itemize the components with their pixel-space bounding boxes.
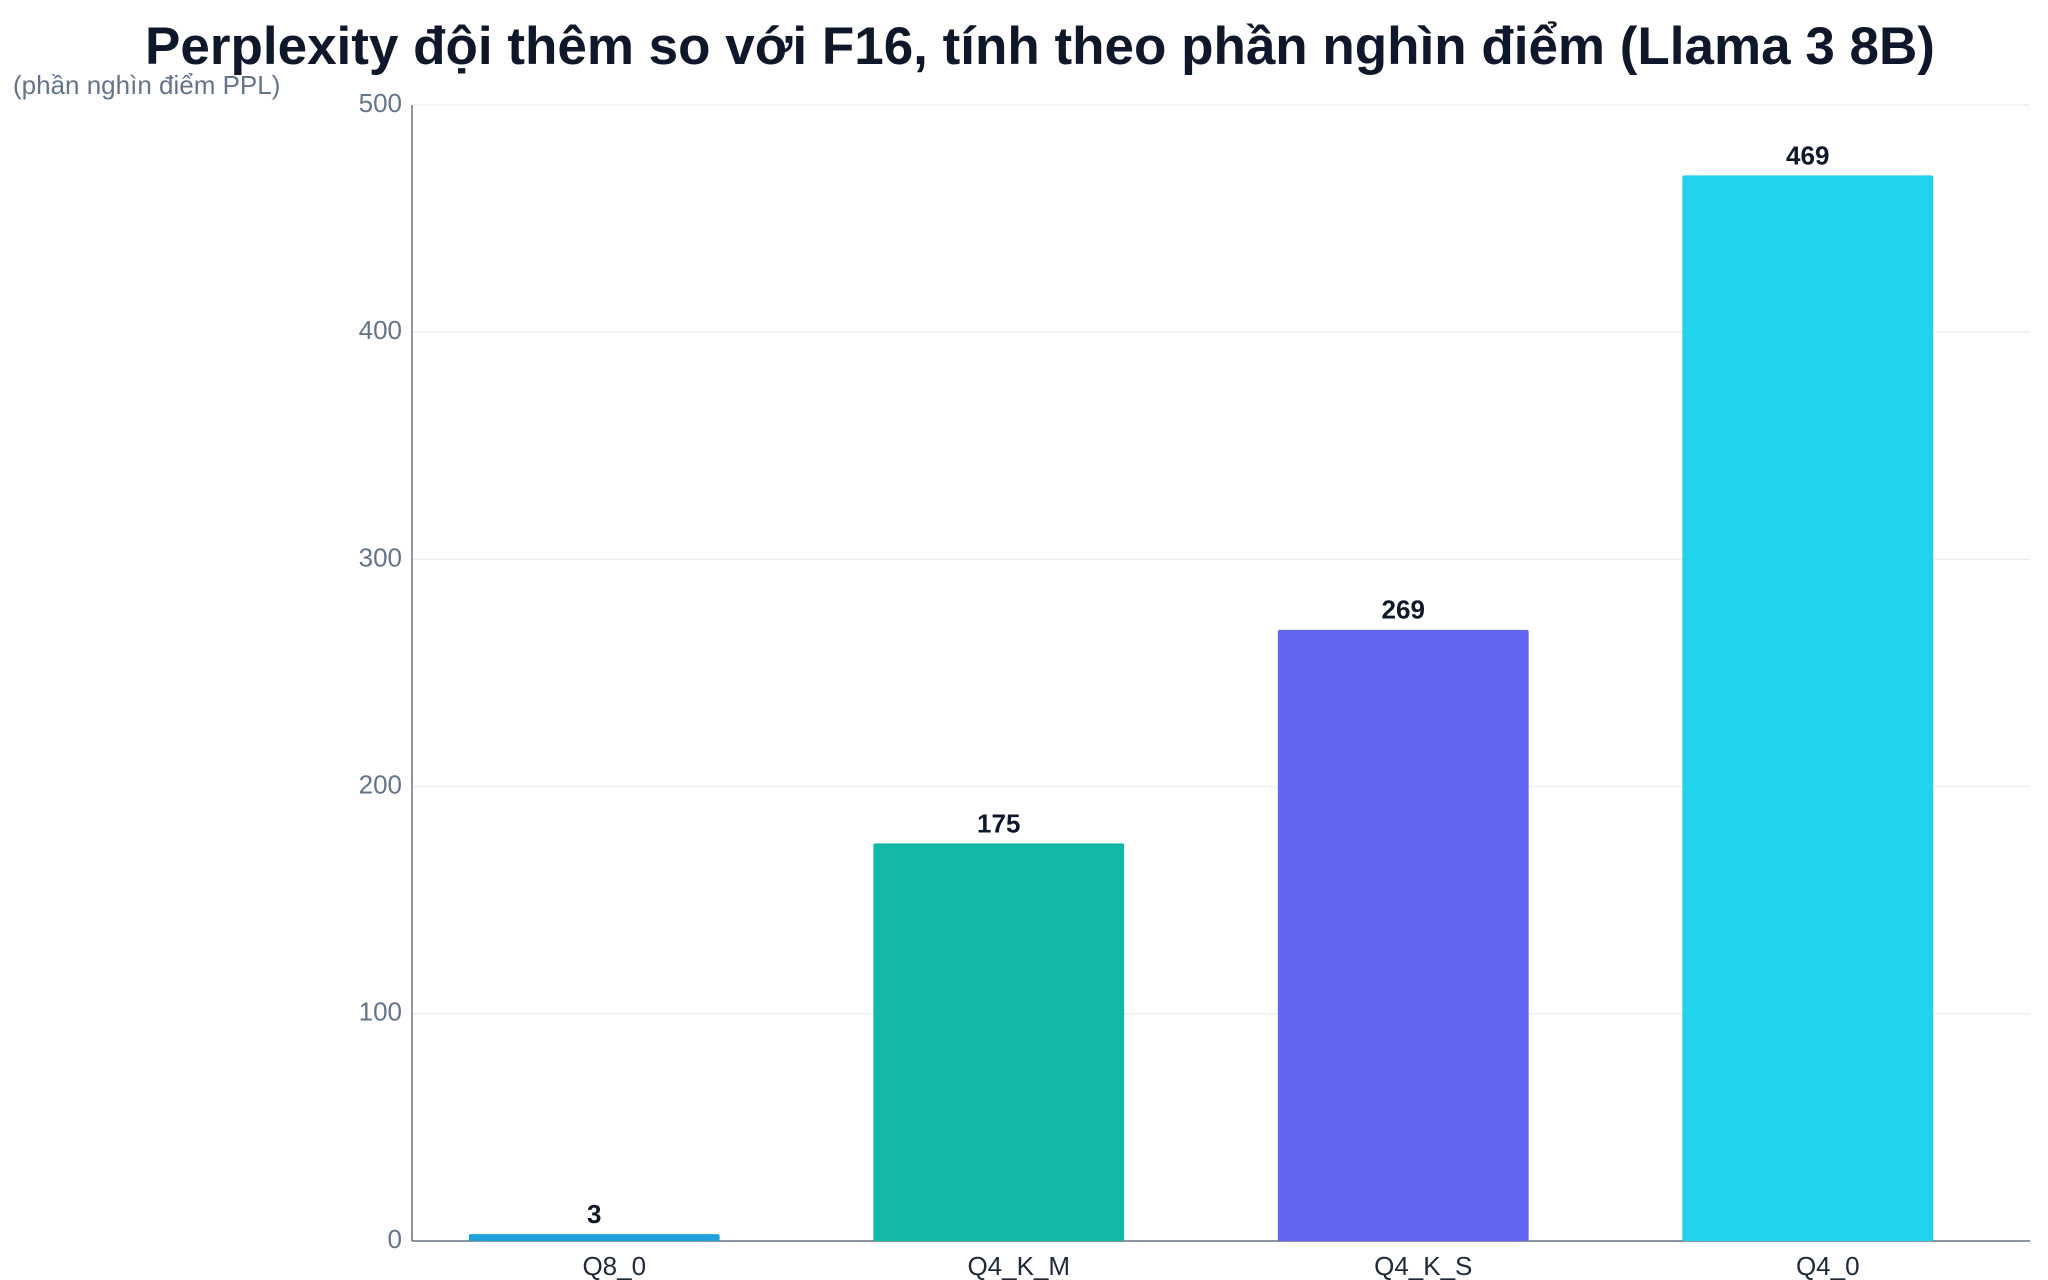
y-tick-label: 0 — [388, 1224, 402, 1254]
bar — [1682, 175, 1934, 1241]
y-tick-label: 100 — [359, 997, 402, 1027]
x-tick-label: Q4_K_S — [1374, 1251, 1472, 1280]
bar — [873, 843, 1125, 1241]
y-tick-label: 200 — [359, 769, 402, 799]
x-tick-label: Q4_0 — [1796, 1251, 1860, 1280]
y-axis-label: (phần nghìn điểm PPL) — [13, 70, 280, 100]
value-label: 175 — [977, 808, 1020, 838]
value-label: 469 — [1786, 140, 1829, 170]
x-tick-label: Q8_0 — [582, 1251, 646, 1280]
bar — [1277, 629, 1529, 1241]
y-tick-label: 400 — [359, 315, 402, 345]
x-tick-label: Q4_K_M — [967, 1251, 1070, 1280]
chart-title: Perplexity đội thêm so với F16, tính the… — [145, 17, 1935, 76]
y-tick-label: 500 — [359, 88, 402, 118]
bar — [468, 1234, 720, 1241]
value-label: 269 — [1382, 595, 1425, 625]
y-tick-label: 300 — [359, 542, 402, 572]
value-label: 3 — [587, 1199, 601, 1229]
